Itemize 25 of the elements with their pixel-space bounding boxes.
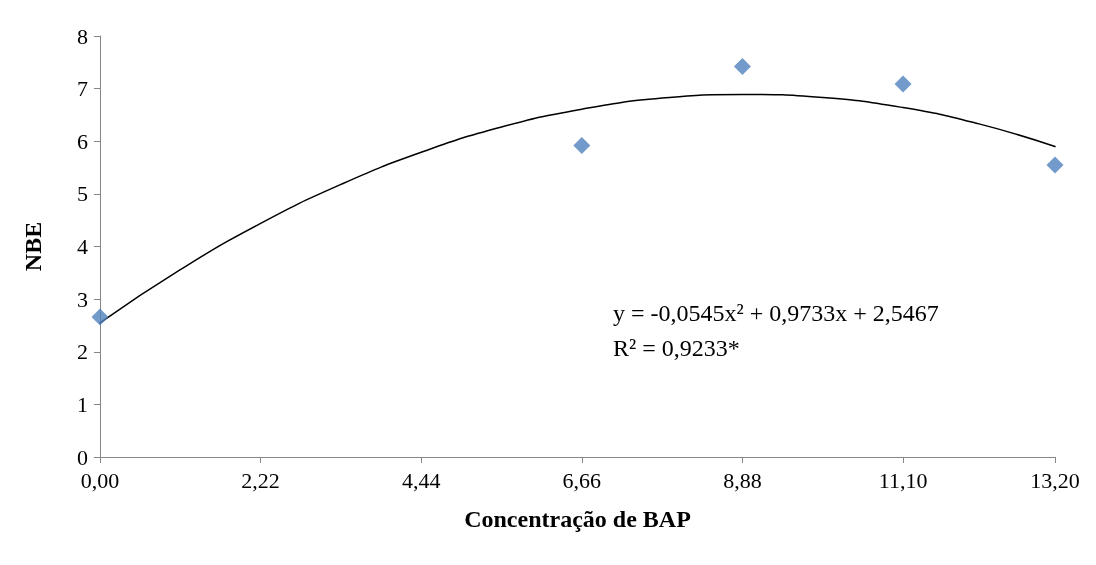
point bbox=[1046, 156, 1064, 174]
x-axis-title: Concentração de BAP bbox=[464, 506, 691, 532]
point bbox=[91, 308, 109, 326]
y-axis-title: NBE bbox=[20, 221, 46, 272]
x-tick-label: 2,22 bbox=[241, 467, 280, 493]
x-tick-label: 11,10 bbox=[878, 467, 928, 493]
y-tick-label: 1 bbox=[77, 391, 88, 417]
annotation: R² = 0,9233* bbox=[612, 335, 740, 361]
x-tick-label: 4,44 bbox=[401, 467, 441, 493]
y-tick-label: 7 bbox=[77, 76, 88, 102]
y-tick-label: 8 bbox=[77, 23, 88, 49]
y-tick-label: 2 bbox=[77, 339, 88, 365]
y-tick-label: 3 bbox=[77, 286, 88, 312]
x-tick-label: 6,66 bbox=[562, 467, 602, 493]
y-tick-label: 0 bbox=[77, 444, 88, 470]
point bbox=[894, 75, 912, 93]
x-tick-label: 0,00 bbox=[80, 467, 120, 493]
y-tick-label: 4 bbox=[77, 234, 88, 259]
x-tick-label: 8,88 bbox=[723, 467, 762, 493]
y-tick-label: 6 bbox=[77, 128, 88, 154]
annotation: y = -0,0545x² + 0,9733x + 2,5467 bbox=[613, 300, 939, 326]
y-tick-label: 5 bbox=[77, 181, 88, 207]
point bbox=[733, 58, 751, 76]
x-tick-label: 13,20 bbox=[1030, 467, 1080, 493]
point bbox=[573, 136, 591, 154]
